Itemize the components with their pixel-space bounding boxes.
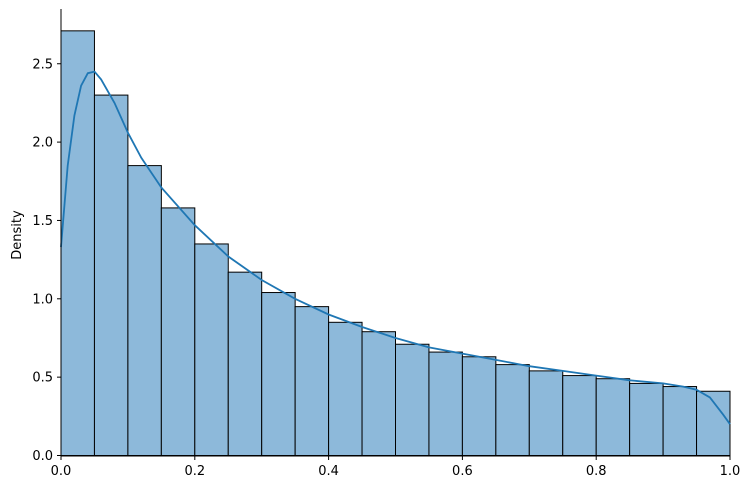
histogram-bar <box>361 331 396 456</box>
x-tick-label: 1.0 <box>720 464 741 479</box>
histogram-bar <box>294 306 330 457</box>
histogram-bar <box>60 30 95 457</box>
histogram-bar <box>595 378 631 457</box>
histogram-bar <box>227 271 263 457</box>
y-tick-label: 0.5 <box>32 371 53 386</box>
histogram-bar <box>160 207 196 456</box>
histogram-bar <box>328 321 363 456</box>
y-tick-label: 2.0 <box>32 136 53 151</box>
y-axis-label: Density <box>10 210 25 260</box>
histogram-bar <box>428 351 463 456</box>
histogram-bar <box>395 343 430 457</box>
histogram-bar <box>495 364 530 457</box>
histogram-bar <box>194 243 229 456</box>
y-tick-label: 0.0 <box>32 449 53 464</box>
histogram-bar <box>461 356 497 456</box>
histogram-bar <box>127 165 162 456</box>
histogram-bar <box>562 375 597 457</box>
histogram-bar <box>93 94 129 456</box>
histogram-bar <box>261 292 296 457</box>
y-tick-label: 1.0 <box>32 292 53 307</box>
histogram-bar <box>662 386 698 456</box>
histogram-bar <box>528 370 564 456</box>
bars-group <box>60 30 731 457</box>
kde-line <box>60 70 731 425</box>
y-tick-label: 2.5 <box>32 57 53 72</box>
x-tick-label: 0.6 <box>452 464 473 479</box>
x-tick-label: 0.2 <box>184 464 205 479</box>
x-tick-label: 0.0 <box>51 464 72 479</box>
x-tick-label: 0.4 <box>318 464 339 479</box>
x-tick-label: 0.8 <box>586 464 607 479</box>
histogram-bar <box>629 382 664 456</box>
y-tick-label: 1.5 <box>32 214 53 229</box>
